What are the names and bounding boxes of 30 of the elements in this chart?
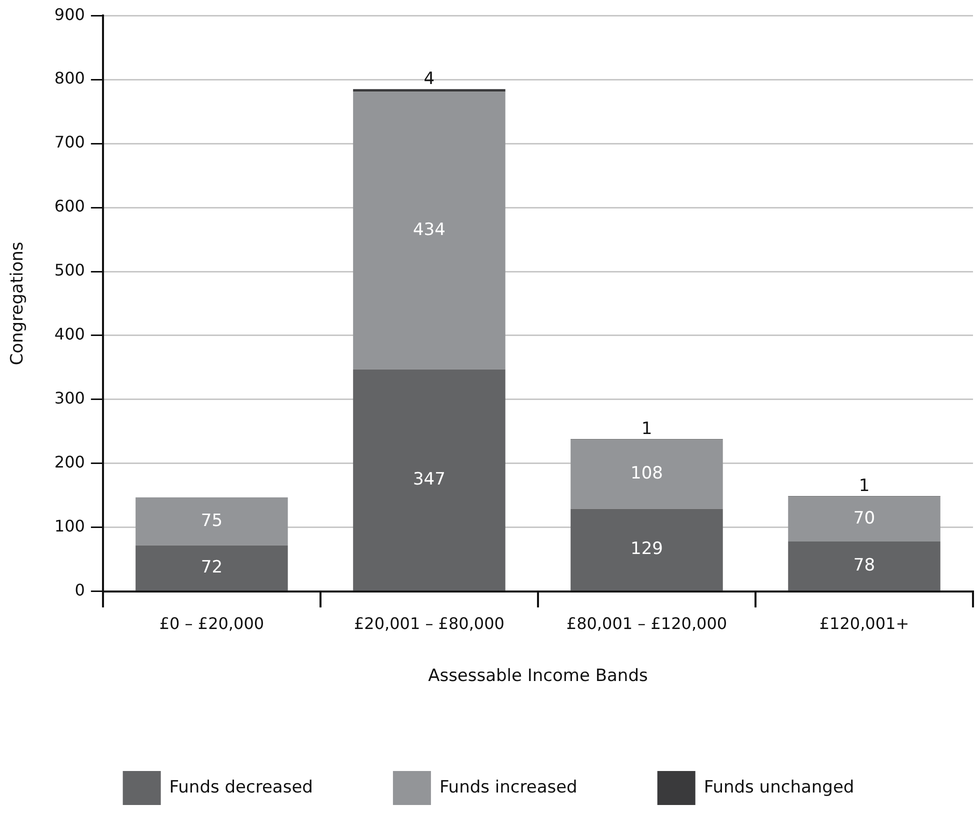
y-tick-label: 900 [54, 4, 85, 24]
data-label: 1 [641, 419, 652, 440]
x-tick-label: £80,001 – £120,000 [566, 614, 728, 634]
data-label: 70 [853, 508, 876, 529]
data-label: 108 [630, 464, 663, 484]
data-label: 72 [200, 557, 223, 578]
data-label: 1 [858, 476, 870, 496]
y-tick-label: 500 [54, 260, 85, 280]
data-label: 347 [412, 469, 446, 490]
legend-label: Funds decreased [169, 777, 313, 798]
y-tick-label: 600 [54, 196, 85, 216]
x-tick-label: £120,001+ [819, 614, 910, 634]
y-tick-label: 100 [54, 516, 85, 536]
y-tick-label: 800 [54, 68, 85, 88]
data-label: 129 [630, 539, 663, 560]
y-tick-label: 400 [54, 324, 85, 344]
x-tick-label: £20,001 – £80,000 [354, 614, 504, 634]
x-axis-title: Assessable Income Bands [428, 666, 648, 686]
data-label: 75 [200, 510, 223, 531]
y-tick-label: 200 [54, 452, 85, 472]
data-label: 78 [853, 555, 876, 576]
y-axis-title: Congregations [8, 242, 28, 366]
legend-label: Funds increased [439, 777, 578, 798]
data-label: 4 [424, 69, 435, 90]
legend-label: Funds unchanged [704, 777, 854, 798]
y-tick-label: 700 [54, 132, 85, 152]
x-tick-label: £0 – £20,000 [159, 614, 264, 634]
data-label: 434 [412, 220, 446, 240]
y-tick-label: 300 [54, 388, 85, 408]
y-tick-label: 0 [74, 580, 85, 600]
